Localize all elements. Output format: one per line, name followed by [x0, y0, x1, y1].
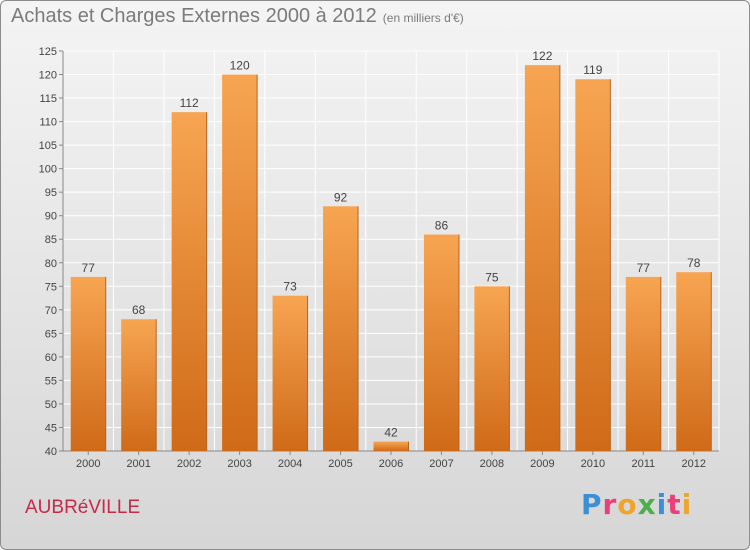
y-tick-label: 60	[45, 352, 57, 364]
bar-2004	[272, 295, 308, 451]
value-label: 77	[82, 261, 96, 275]
value-label: 73	[283, 280, 297, 294]
x-tick-label: 2008	[480, 458, 504, 470]
y-tick-label: 50	[45, 399, 57, 411]
y-tick-label: 85	[45, 234, 57, 246]
proxiti-logo[interactable]: Proxiti	[581, 488, 692, 521]
value-label: 119	[583, 63, 602, 77]
value-label: 122	[532, 49, 552, 63]
bar-2001	[121, 319, 157, 451]
logo-letter: r	[602, 488, 618, 521]
y-tick-label: 70	[45, 305, 57, 317]
place-name: AUBRéVILLE	[25, 497, 141, 518]
x-tick-label: 2003	[227, 458, 251, 470]
value-label: 42	[384, 426, 398, 440]
x-tick-label: 2010	[581, 458, 605, 470]
bar-2005	[323, 206, 359, 451]
x-tick-label: 2001	[126, 458, 150, 470]
value-label: 75	[485, 270, 499, 284]
bar-2008	[474, 286, 510, 451]
x-tick-label: 2000	[76, 458, 100, 470]
y-tick-label: 65	[45, 328, 57, 340]
y-tick-label: 75	[45, 281, 57, 293]
x-tick-label: 2012	[682, 458, 706, 470]
logo-letter: t	[667, 488, 682, 521]
value-label: 92	[334, 190, 348, 204]
x-tick-label: 2005	[328, 458, 352, 470]
bar-2012	[676, 272, 712, 451]
grid-lines	[62, 50, 720, 452]
y-tick-label: 45	[45, 422, 57, 434]
y-tick-label: 125	[39, 46, 57, 58]
y-tick-label: 100	[39, 164, 57, 176]
x-tick-label: 2007	[429, 458, 453, 470]
value-label: 77	[637, 261, 651, 275]
y-tick-label: 90	[45, 211, 57, 223]
logo-letter: o	[617, 488, 638, 521]
logo-letter: i	[656, 488, 668, 521]
y-tick-label: 115	[39, 93, 57, 105]
bar-2007	[423, 234, 459, 451]
unit-note: (en milliers d'€)	[382, 11, 464, 25]
y-tick-label: 80	[45, 258, 57, 270]
bar-2003	[222, 74, 258, 451]
value-label: 68	[132, 303, 146, 317]
chart-title: Achats et Charges Externes 2000 à 2012 (e…	[11, 5, 464, 28]
bar-2009	[524, 65, 560, 451]
bars	[70, 65, 712, 452]
y-tick-label: 40	[45, 446, 57, 458]
y-tick-label: 55	[45, 375, 57, 387]
logo-letter: i	[681, 488, 693, 521]
value-label: 86	[435, 219, 449, 233]
x-tick-label: 2004	[278, 458, 302, 470]
x-tick-label: 2009	[530, 458, 554, 470]
logo-letter: x	[637, 488, 657, 521]
x-tick-label: 2006	[379, 458, 403, 470]
y-tick-label: 120	[39, 70, 57, 82]
x-tick-label: 2002	[177, 458, 201, 470]
bar-2000	[70, 276, 106, 451]
value-label: 112	[180, 96, 199, 110]
bar-2011	[625, 276, 661, 451]
y-tick-label: 105	[39, 140, 57, 152]
value-labels: 77 68 112 120 73 92 42 86 75 122 119 77 78	[82, 49, 701, 439]
value-label: 120	[230, 59, 250, 73]
x-tick-label: 2011	[631, 458, 655, 470]
y-tick-label: 95	[45, 187, 57, 199]
chart-title-text: Achats et Charges Externes 2000 à 2012	[11, 5, 377, 27]
bar-2002	[171, 112, 207, 452]
y-tick-label: 110	[39, 117, 57, 129]
logo-letter: P	[581, 488, 603, 521]
value-label: 78	[687, 256, 701, 270]
bar-2006	[373, 441, 409, 451]
bar-2010	[575, 79, 611, 451]
